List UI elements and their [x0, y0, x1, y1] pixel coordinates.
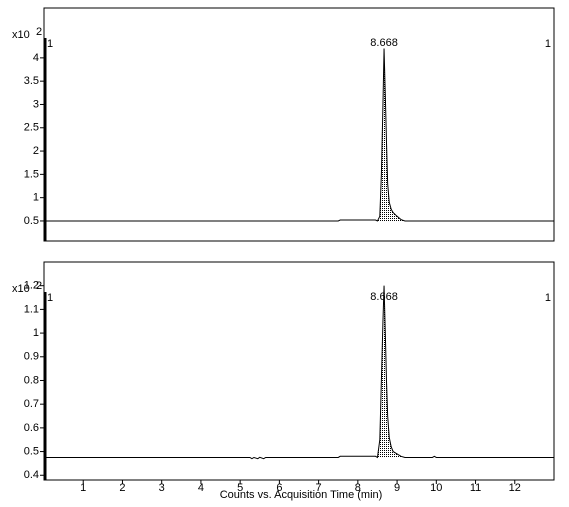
- y-tick-label: 0.5: [24, 445, 39, 457]
- y-scale-exponent: 2: [36, 280, 42, 292]
- segment-label: 1: [47, 292, 53, 304]
- x-axis-title: Counts vs. Acquisition Time (min): [220, 489, 383, 501]
- y-tick-label: 2.5: [24, 122, 39, 134]
- x-tick-label: 1: [80, 482, 86, 494]
- peak-area: [377, 285, 405, 458]
- y-tick-label: 0.4: [24, 469, 39, 481]
- y-scale-label: x10: [12, 29, 30, 41]
- x-tick-label: 9: [394, 482, 400, 494]
- segment-label: 1: [545, 38, 551, 50]
- x-tick-label: 6: [276, 482, 282, 494]
- y-tick-label: 1: [33, 327, 39, 339]
- x-tick-label: 7: [316, 482, 322, 494]
- y-tick-label: 2: [33, 145, 39, 157]
- peak-area: [377, 48, 405, 221]
- x-tick-label: 11: [470, 482, 481, 494]
- x-tick-label: 2: [119, 482, 125, 494]
- y-scale-label: x10: [12, 283, 30, 295]
- y-tick-label: 1.2: [24, 280, 39, 292]
- y-tick-label: 0.7: [24, 398, 39, 410]
- y-tick-label: 0.9: [24, 351, 39, 363]
- y-tick-label: 4: [33, 52, 39, 64]
- plot-frame: [43, 7, 555, 242]
- y-tick-label: 0.6: [24, 422, 39, 434]
- y-tick-label: 0.8: [24, 374, 39, 386]
- y-scale-exponent: 2: [36, 26, 42, 38]
- x-tick-label: 10: [430, 482, 442, 494]
- x-tick-label: 8: [355, 482, 361, 494]
- trace: [44, 48, 554, 222]
- y-tick-label: 1: [33, 192, 39, 204]
- x-tick-label: 12: [509, 482, 521, 494]
- peak-label: 8.668: [370, 37, 398, 49]
- plot-frame: [43, 261, 555, 481]
- x-tick-label: 5: [237, 482, 243, 494]
- x-tick-label: 4: [198, 482, 204, 494]
- segment-label: 1: [47, 38, 53, 50]
- trace: [44, 285, 554, 460]
- peak-label: 8.668: [370, 291, 398, 303]
- segment-label: 1: [545, 292, 551, 304]
- y-tick-label: 3: [33, 98, 39, 110]
- y-tick-label: 1.1: [24, 303, 39, 315]
- y-tick-label: 3.5: [24, 75, 39, 87]
- y-tick-label: 0.5: [24, 215, 39, 227]
- x-tick-label: 3: [159, 482, 165, 494]
- y-tick-label: 1.5: [24, 168, 39, 180]
